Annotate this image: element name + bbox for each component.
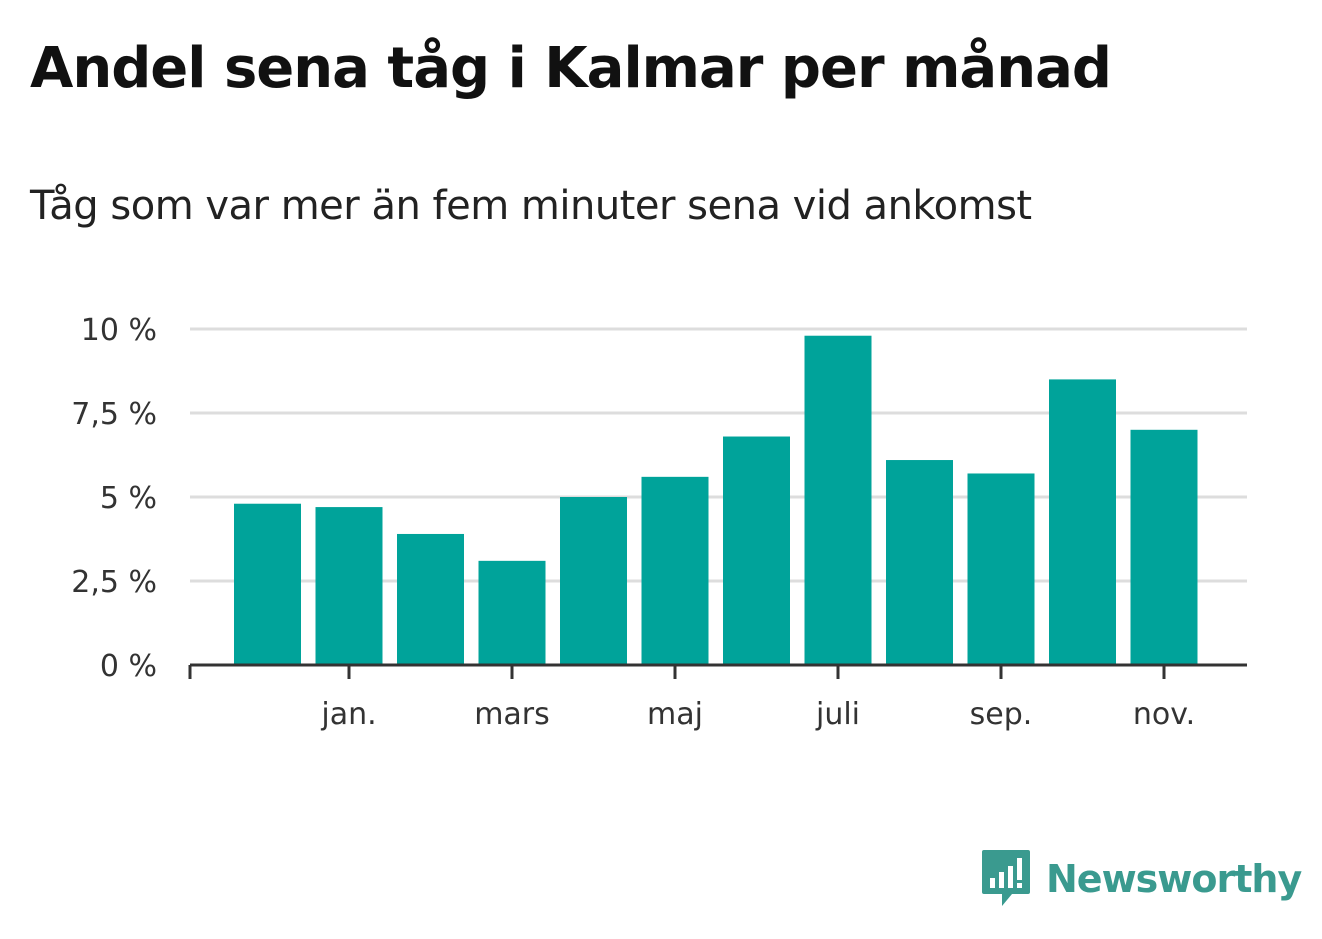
y-tick-label: 2,5 % bbox=[71, 565, 157, 600]
x-tick-label: sep. bbox=[970, 697, 1033, 732]
bar bbox=[397, 533, 464, 665]
bar bbox=[560, 497, 627, 665]
y-tick-label: 0 % bbox=[100, 649, 157, 684]
bar bbox=[1130, 429, 1198, 665]
y-axis-labels: 0 % 2,5 % 5 % 7,5 % 10 % bbox=[71, 313, 157, 684]
y-tick-label: 7,5 % bbox=[71, 397, 157, 432]
bar bbox=[723, 436, 790, 665]
bars bbox=[234, 335, 1198, 665]
newsworthy-logo-text: Newsworthy bbox=[1046, 857, 1302, 901]
bar bbox=[1049, 379, 1116, 665]
bar bbox=[315, 507, 383, 665]
newsworthy-logo: Newsworthy bbox=[980, 848, 1302, 910]
bar bbox=[804, 335, 872, 665]
bar bbox=[234, 503, 301, 665]
bar-chart: 0 % 2,5 % 5 % 7,5 % 10 % jan. mars maj juli sep.… bbox=[71, 313, 1247, 732]
bar bbox=[967, 473, 1035, 665]
bar bbox=[478, 560, 546, 665]
y-tick-label: 10 % bbox=[81, 313, 157, 348]
chart-title: Andel sena tåg i Kalmar per månad bbox=[30, 36, 1112, 101]
x-tick-label: jan. bbox=[320, 697, 376, 732]
x-axis-labels: jan. mars maj juli sep. nov. bbox=[320, 697, 1195, 732]
bar bbox=[641, 476, 709, 665]
y-tick-label: 5 % bbox=[100, 481, 157, 516]
x-tick-label: maj bbox=[647, 697, 703, 732]
x-tick-label: nov. bbox=[1133, 697, 1195, 732]
newsworthy-logo-icon bbox=[982, 850, 1030, 906]
x-tick-label: mars bbox=[474, 697, 550, 732]
x-axis bbox=[188, 663, 1247, 679]
x-tick-label: juli bbox=[815, 697, 860, 732]
bar bbox=[886, 460, 953, 665]
chart-subtitle: Tåg som var mer än fem minuter sena vid … bbox=[30, 183, 1032, 229]
